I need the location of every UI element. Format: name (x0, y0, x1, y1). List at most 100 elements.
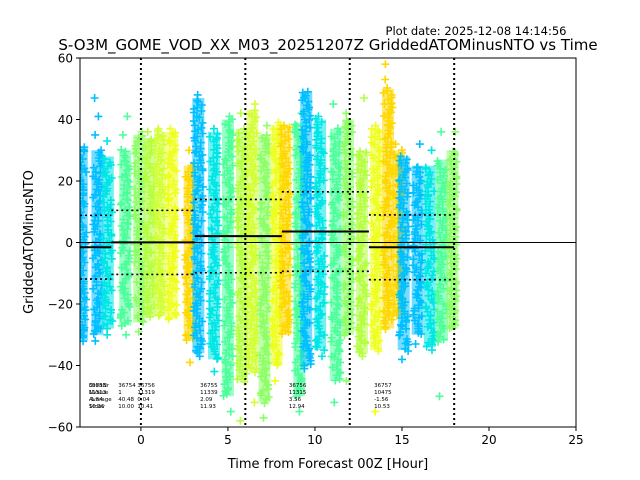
data-point (355, 311, 364, 320)
data-point (298, 244, 307, 253)
data-point (426, 168, 435, 177)
data-point (258, 219, 267, 228)
data-point (413, 163, 422, 172)
data-point (327, 167, 336, 176)
data-point (152, 208, 161, 217)
scatter-cluster (421, 146, 439, 355)
data-point (195, 173, 204, 182)
data-point (395, 290, 404, 299)
data-point (387, 90, 396, 99)
data-point (390, 150, 399, 159)
data-point (335, 189, 343, 198)
data-point (260, 158, 269, 167)
outlier-point (314, 112, 323, 121)
data-point (120, 229, 129, 238)
data-point (435, 280, 444, 289)
outlier-point (398, 355, 406, 364)
outlier-point (143, 127, 152, 136)
data-point (198, 150, 207, 159)
data-point (383, 194, 392, 203)
data-point (193, 342, 202, 351)
data-point (244, 152, 253, 161)
data-point (196, 138, 205, 147)
chart-title: S-O3M_GOME_VOD_XX_M03_20251207Z GriddedA… (58, 36, 597, 55)
data-point (209, 153, 218, 162)
data-point (382, 287, 391, 296)
x-tick-label: 20 (481, 433, 496, 447)
data-point (171, 141, 180, 150)
data-point (133, 311, 142, 320)
outlier-point (437, 127, 446, 136)
outlier-point (236, 416, 245, 425)
data-point (154, 255, 163, 264)
data-point (278, 322, 287, 331)
data-point (327, 298, 336, 307)
data-point (213, 355, 221, 363)
data-point (80, 304, 85, 313)
data-point (379, 212, 388, 220)
data-point (347, 286, 356, 295)
scatter-cluster (189, 90, 207, 361)
data-point (80, 174, 83, 176)
stats-value: 11339 (200, 390, 218, 396)
data-point (301, 162, 310, 171)
data-point (320, 164, 329, 173)
outlier-point (415, 140, 424, 149)
data-point (315, 332, 324, 341)
data-point (260, 174, 269, 183)
data-point (342, 172, 351, 180)
data-point (340, 297, 349, 305)
data-point (397, 182, 406, 191)
data-point (171, 308, 180, 317)
data-point (416, 236, 425, 245)
x-tick-label: 25 (568, 433, 583, 447)
data-point (426, 209, 435, 218)
data-point (354, 295, 363, 304)
data-point (181, 251, 190, 260)
data-point (384, 195, 393, 204)
x-tick-label: 5 (224, 433, 232, 447)
data-point (333, 317, 342, 326)
data-point (168, 300, 177, 309)
stats-value: 3.56 (289, 397, 302, 403)
data-point (306, 285, 315, 294)
data-point (327, 132, 336, 141)
data-point (409, 215, 418, 224)
x-axis-label: Time from Forecast 00Z [Hour] (227, 457, 429, 472)
data-point (106, 158, 114, 167)
data-point (251, 326, 260, 335)
data-point (390, 232, 399, 241)
data-point (285, 254, 294, 263)
stats-value: 1 (118, 390, 122, 396)
outlier-point (154, 124, 163, 133)
data-point (171, 128, 180, 137)
data-point (303, 303, 312, 312)
data-point (121, 284, 130, 293)
data-point (223, 346, 232, 354)
data-point (303, 247, 312, 256)
data-point (221, 155, 230, 164)
data-point (272, 355, 281, 364)
data-point (380, 111, 388, 120)
data-point (395, 187, 404, 196)
data-point (123, 176, 132, 185)
data-point (198, 118, 207, 127)
data-point (268, 315, 277, 324)
data-point (277, 209, 286, 218)
scatter-cluster (243, 100, 261, 407)
data-point (194, 98, 203, 106)
data-point (214, 276, 223, 285)
data-point (312, 294, 321, 303)
data-point (197, 278, 206, 287)
data-point (409, 188, 418, 197)
outlier-point (259, 413, 268, 422)
data-point (103, 263, 112, 272)
stats-value: 36756 (289, 383, 307, 389)
data-point (426, 320, 435, 329)
data-point (402, 155, 411, 164)
data-point (214, 316, 222, 325)
stats-value: 36753 (89, 383, 107, 389)
y-tick-label: −60 (48, 421, 73, 435)
data-point (159, 164, 168, 173)
data-point (117, 145, 126, 154)
